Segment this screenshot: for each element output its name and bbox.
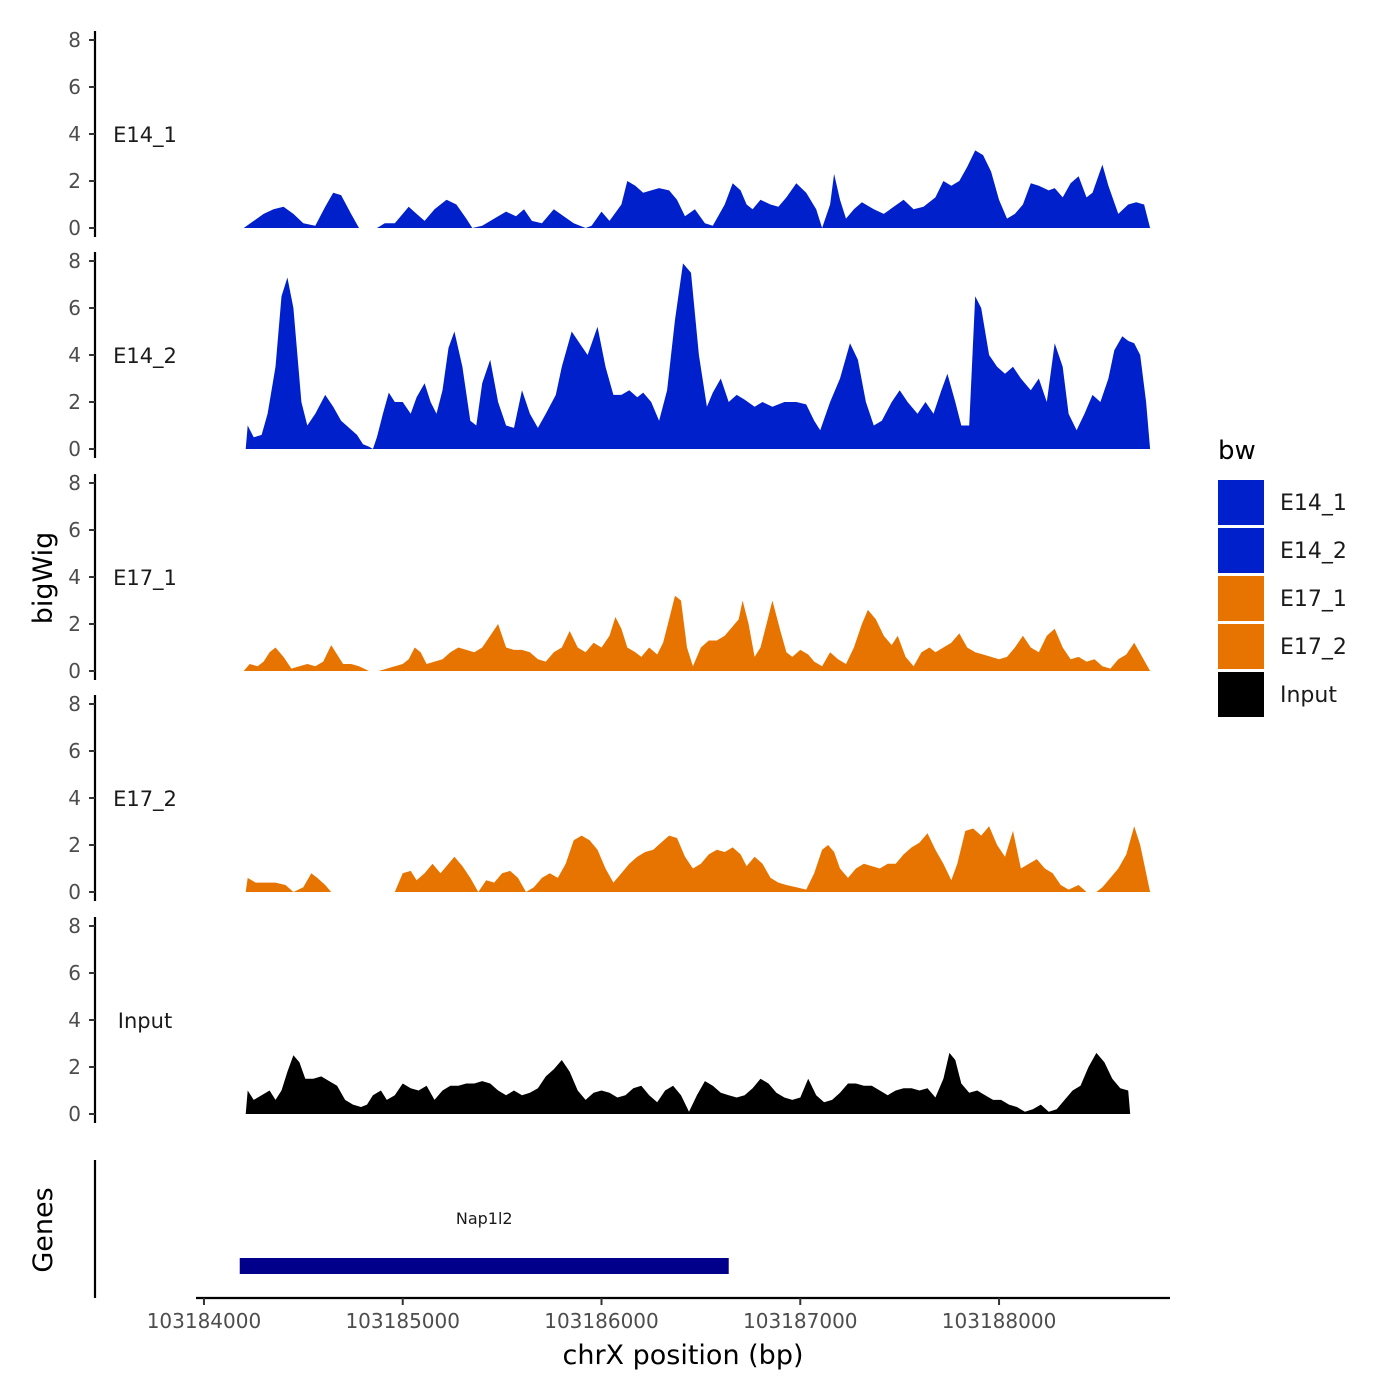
gene-body	[239, 1258, 729, 1274]
track-input: 0 2 4 6 8 Input	[68, 914, 1131, 1126]
signal-area	[245, 1052, 1131, 1114]
gene-label: Nap1l2	[456, 1209, 513, 1228]
y-tick-label: 8	[68, 914, 81, 938]
x-tick-label: 103188000	[942, 1309, 1057, 1333]
y-axis-title: bigWig	[28, 532, 59, 625]
x-tick-label: 103186000	[544, 1309, 659, 1333]
legend-entry: E14_1	[1218, 480, 1347, 525]
legend-swatch	[1218, 624, 1264, 669]
genes-axis-title: Genes	[28, 1187, 59, 1272]
track-e14-1: 0 2 4 6 8 E14_1	[68, 28, 1151, 240]
legend-entry: E14_2	[1218, 528, 1347, 573]
legend-entry: E17_2	[1218, 624, 1347, 669]
legend-label: Input	[1280, 683, 1337, 708]
legend-title: bw	[1218, 436, 1256, 466]
legend-swatch	[1218, 576, 1264, 621]
y-tick-label: 8	[68, 249, 81, 273]
x-tick-label: 103187000	[743, 1309, 858, 1333]
y-tick-label: 0	[68, 1102, 81, 1126]
y-tick-label: 4	[68, 565, 81, 589]
legend: bw E14_1 E14_2 E17_1 E17_2 Input	[1218, 436, 1347, 717]
y-tick-label: 0	[68, 437, 81, 461]
signal-area	[243, 150, 1151, 228]
y-tick-label: 2	[68, 833, 81, 857]
x-tick-label: 103184000	[147, 1309, 262, 1333]
y-tick-label: 2	[68, 390, 81, 414]
x-axis: 103184000 103185000 103186000 103187000 1031…	[147, 1296, 1170, 1333]
y-tick-label: 4	[68, 786, 81, 810]
y-tick-label: 0	[68, 659, 81, 683]
gene-nap1l2: Nap1l2	[239, 1209, 729, 1274]
y-tick-label: 8	[68, 692, 81, 716]
track-label: Input	[118, 1009, 172, 1033]
track-label: E14_1	[113, 123, 177, 148]
legend-entry: E17_1	[1218, 576, 1347, 621]
y-tick-label: 4	[68, 122, 81, 146]
y-tick-label: 8	[68, 28, 81, 52]
y-tick-label: 4	[68, 343, 81, 367]
legend-label: E17_1	[1280, 587, 1347, 612]
signal-tracks: 0 2 4 6 8 E14_1 0 2 4 6 8 E14_2 0 2 4 6 8 E17_1 0 2 4 6 8 E17_2…	[68, 28, 1151, 1126]
y-tick-label: 4	[68, 1008, 81, 1032]
legend-swatch	[1218, 528, 1264, 573]
y-tick-label: 6	[68, 296, 81, 320]
legend-swatch	[1218, 672, 1264, 717]
y-tick-label: 8	[68, 471, 81, 495]
x-axis-title: chrX position (bp)	[562, 1340, 803, 1371]
track-label: E17_1	[113, 566, 177, 591]
legend-swatch	[1218, 480, 1264, 525]
y-tick-label: 2	[68, 612, 81, 636]
track-e14-2: 0 2 4 6 8 E14_2	[68, 249, 1151, 461]
signal-area	[245, 263, 1151, 449]
legend-label: E14_2	[1280, 539, 1347, 564]
track-e17-1: 0 2 4 6 8 E17_1	[68, 471, 1151, 683]
track-label: E17_2	[113, 787, 177, 812]
y-tick-label: 2	[68, 169, 81, 193]
y-tick-label: 0	[68, 880, 81, 904]
y-tick-label: 6	[68, 518, 81, 542]
track-label: E14_2	[113, 344, 177, 369]
y-tick-label: 6	[68, 739, 81, 763]
legend-label: E14_1	[1280, 491, 1347, 516]
gene-track: Nap1l2	[93, 1160, 729, 1298]
signal-area	[245, 826, 1151, 892]
legend-label: E17_2	[1280, 635, 1347, 660]
y-tick-label: 0	[68, 216, 81, 240]
signal-area	[243, 595, 1151, 671]
x-tick-label: 103185000	[345, 1309, 460, 1333]
legend-entry: Input	[1218, 672, 1337, 717]
y-tick-label: 6	[68, 961, 81, 985]
y-tick-label: 6	[68, 75, 81, 99]
track-e17-2: 0 2 4 6 8 E17_2	[68, 692, 1151, 904]
y-tick-label: 2	[68, 1055, 81, 1079]
